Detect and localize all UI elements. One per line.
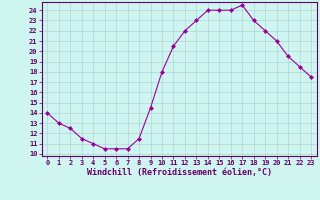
X-axis label: Windchill (Refroidissement éolien,°C): Windchill (Refroidissement éolien,°C) <box>87 168 272 177</box>
